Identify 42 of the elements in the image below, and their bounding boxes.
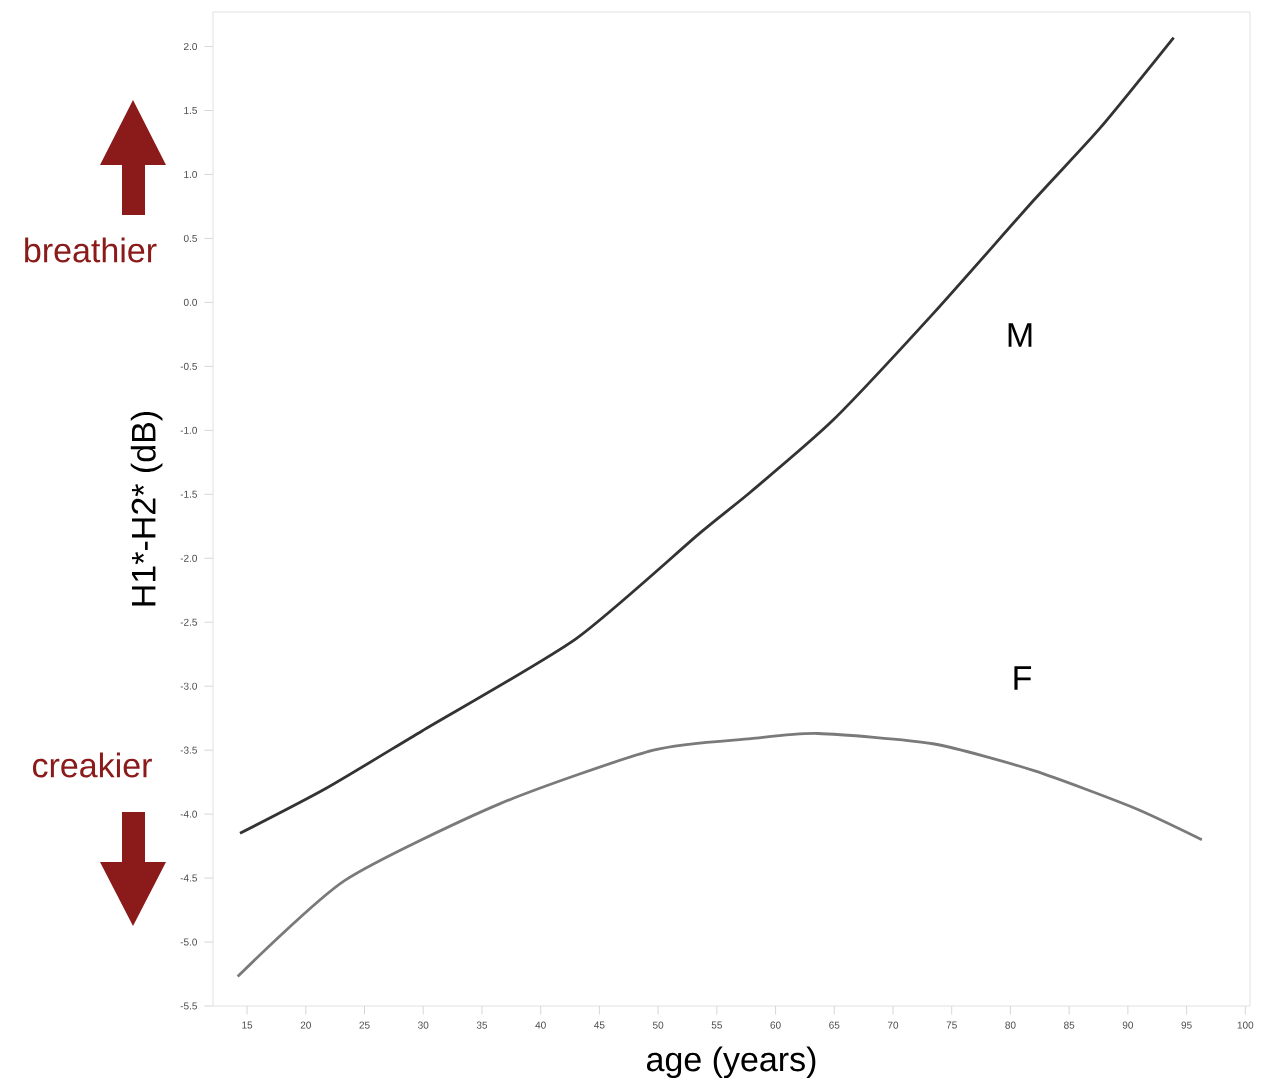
y-axis-title: H1*-H2* (dB) — [130, 411, 163, 606]
y-tick-label: -4.0 — [180, 810, 198, 818]
text: breathier — [25, 237, 157, 263]
y-tick-label: -4.5 — [180, 874, 197, 882]
y-tick-label: -5.0 — [180, 938, 198, 946]
y-tick-label: -1.5 — [180, 490, 197, 498]
y-tick-label: 2.0 — [184, 42, 198, 51]
y-tick-label: -3.5 — [180, 746, 197, 754]
x-tick-label: 45 — [594, 1021, 605, 1029]
line-series — [236, 732, 1204, 978]
x-axis-title: age (years) — [646, 1046, 816, 1079]
y-tick-label: -1.0 — [180, 426, 198, 434]
x-tick-label: 60 — [770, 1021, 781, 1029]
y-tick-label: -5.5 — [180, 1002, 197, 1010]
y-tick-label: 1.5 — [184, 107, 197, 114]
x-tick-label: 100 — [1237, 1021, 1254, 1029]
annotation: F — [1014, 666, 1032, 690]
x-tick-label: 50 — [652, 1021, 664, 1029]
x-tick-label: 15 — [242, 1021, 253, 1029]
x-tick-label: 65 — [829, 1021, 840, 1029]
x-tick-label: 25 — [359, 1021, 370, 1029]
y-tick-label: 1.0 — [184, 170, 198, 179]
y-tick-label: -2.0 — [180, 554, 198, 562]
x-tick-label: 75 — [946, 1021, 957, 1029]
y-tick-label: 0.0 — [183, 298, 198, 306]
annotation: M — [1008, 323, 1032, 347]
x-tick-label: 55 — [711, 1021, 722, 1029]
x-tick-label: 20 — [300, 1021, 311, 1029]
x-tick-label: 85 — [1064, 1021, 1075, 1029]
y-tick-label: -2.5 — [180, 618, 197, 626]
y-tick-label: 0.5 — [183, 234, 197, 242]
x-tick-label: 40 — [535, 1021, 546, 1029]
text: creakier — [32, 752, 152, 778]
line-series — [238, 36, 1176, 835]
y-tick-label: -3.0 — [180, 682, 198, 690]
x-tick-label: 95 — [1181, 1021, 1192, 1029]
x-tick-label: 70 — [887, 1021, 899, 1029]
y-tick-label: -0.5 — [180, 362, 197, 370]
x-tick-label: 90 — [1122, 1021, 1134, 1029]
x-tick-label: 35 — [476, 1021, 488, 1029]
x-tick-label: 30 — [418, 1021, 429, 1029]
x-tick-label: 80 — [1005, 1021, 1016, 1029]
